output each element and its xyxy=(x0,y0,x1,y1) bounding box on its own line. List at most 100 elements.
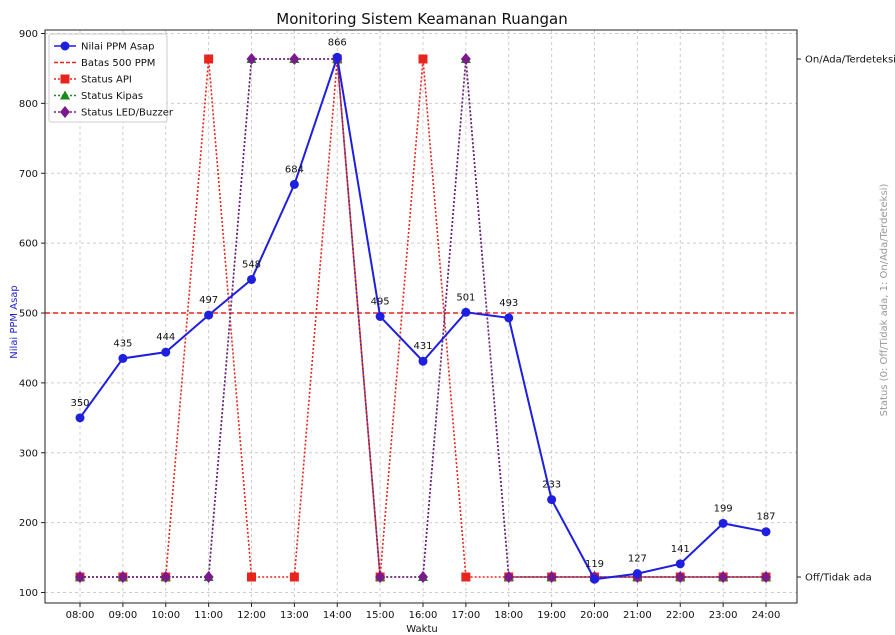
legend-label: Status API xyxy=(81,75,132,86)
x-tick-label: 14:00 xyxy=(323,610,352,621)
x-axis-label: Waktu xyxy=(406,624,437,635)
data-label: 119 xyxy=(585,559,604,570)
x-tick-label: 11:00 xyxy=(194,610,223,621)
data-point xyxy=(247,274,256,284)
data-point xyxy=(75,571,85,583)
data-point xyxy=(204,54,214,64)
data-label: 495 xyxy=(371,297,390,308)
legend-label: Nilai PPM Asap xyxy=(81,42,155,53)
data-label: 187 xyxy=(756,512,775,523)
data-point xyxy=(204,310,214,320)
ppm-series-layer: 350 435 444 497 548 684 866 495 431 501 493 233 119 1… xyxy=(70,37,776,584)
legend-swatch-marker xyxy=(60,106,70,118)
x-tick-label: 23:00 xyxy=(709,610,738,621)
data-label: 233 xyxy=(542,480,561,491)
x-tick-label: 08:00 xyxy=(66,610,95,621)
axes: 08:00 09:00 10:00 11:00 12:00 13:00 14:00 15:00… xyxy=(19,29,895,621)
data-point xyxy=(547,495,557,505)
data-label: 435 xyxy=(113,338,132,349)
data-label: 493 xyxy=(499,298,518,309)
series-nilai-ppm-asap xyxy=(75,52,771,584)
data-point xyxy=(504,313,514,323)
data-point xyxy=(546,571,557,583)
data-point xyxy=(761,527,771,537)
y-tick-label: 600 xyxy=(19,239,38,250)
data-point xyxy=(503,571,514,583)
data-label: 141 xyxy=(671,544,690,555)
data-label: 350 xyxy=(70,398,89,409)
data-point xyxy=(203,571,214,583)
data-point xyxy=(375,571,386,583)
data-point xyxy=(418,571,428,583)
x-tick-label: 24:00 xyxy=(752,610,781,621)
data-label: 497 xyxy=(199,295,218,306)
data-point xyxy=(761,571,771,583)
x-tick-label: 09:00 xyxy=(108,610,137,621)
data-label: 431 xyxy=(413,341,432,352)
data-point xyxy=(289,179,299,189)
data-point xyxy=(332,52,342,62)
data-point xyxy=(632,569,642,579)
x-tick-label: 21:00 xyxy=(623,610,652,621)
data-point xyxy=(247,572,256,582)
data-point xyxy=(161,347,171,357)
x-tick-label: 12:00 xyxy=(237,610,266,621)
data-point xyxy=(460,53,471,65)
legend-label: Status LED/Buzzer xyxy=(81,108,174,119)
x-tick-label: 10:00 xyxy=(151,610,180,621)
data-point xyxy=(160,571,171,583)
data-label: 866 xyxy=(328,37,347,48)
data-point xyxy=(418,356,428,366)
x-tick-label: 16:00 xyxy=(409,610,438,621)
legend-label: Batas 500 PPM xyxy=(81,58,155,69)
data-point xyxy=(117,571,128,583)
x-tick-label: 15:00 xyxy=(366,610,395,621)
data-point xyxy=(675,571,686,583)
x-tick-label: 13:00 xyxy=(280,610,309,621)
data-point xyxy=(675,559,685,569)
data-point xyxy=(246,53,257,65)
legend-swatch-marker xyxy=(60,74,70,84)
x-tick-label: 18:00 xyxy=(494,610,523,621)
y-tick-label: 200 xyxy=(19,518,38,529)
chart-title: Monitoring Sistem Keamanan Ruangan xyxy=(276,10,567,28)
data-point xyxy=(718,518,728,528)
right-tick-label: Off/Tidak ada xyxy=(805,573,872,584)
data-label: 127 xyxy=(628,554,647,565)
data-point xyxy=(289,53,300,65)
legend-box xyxy=(48,33,168,123)
y-tick-label: 300 xyxy=(19,448,38,459)
data-label: 444 xyxy=(156,332,175,343)
x-tick-label: 22:00 xyxy=(666,610,695,621)
data-point xyxy=(461,572,471,582)
y-axis-label: Nilai PPM Asap xyxy=(9,285,20,359)
y-tick-label: 100 xyxy=(19,588,38,599)
plot-frame xyxy=(44,29,798,604)
legend-swatch-marker xyxy=(60,90,70,100)
right-axis-label: Status (0: Off/Tidak ada, 1: On/Ada/Terd… xyxy=(879,184,890,417)
data-point xyxy=(418,54,428,64)
right-tick-label: On/Ada/Terdeteksi xyxy=(805,55,895,66)
legend-label: Status Kipas xyxy=(81,91,143,102)
data-point xyxy=(461,307,471,317)
series-line xyxy=(80,58,766,578)
data-point xyxy=(75,413,85,423)
data-label: 684 xyxy=(285,164,304,175)
x-tick-label: 20:00 xyxy=(580,610,609,621)
data-label: 199 xyxy=(714,503,733,514)
data-point xyxy=(375,312,385,321)
x-tick-label: 19:00 xyxy=(537,610,566,621)
data-point xyxy=(718,571,729,583)
x-tick-label: 17:00 xyxy=(451,610,480,621)
data-point xyxy=(118,353,128,363)
legend: Nilai PPM Asap Batas 500 PPM Status API Sta… xyxy=(48,33,174,123)
y-tick-label: 700 xyxy=(19,169,38,180)
y-tick-label: 900 xyxy=(19,29,38,40)
legend-swatch-marker xyxy=(60,41,70,51)
data-point xyxy=(590,574,599,584)
data-label: 501 xyxy=(456,292,475,303)
y-tick-label: 800 xyxy=(19,99,38,110)
data-point xyxy=(289,572,299,582)
